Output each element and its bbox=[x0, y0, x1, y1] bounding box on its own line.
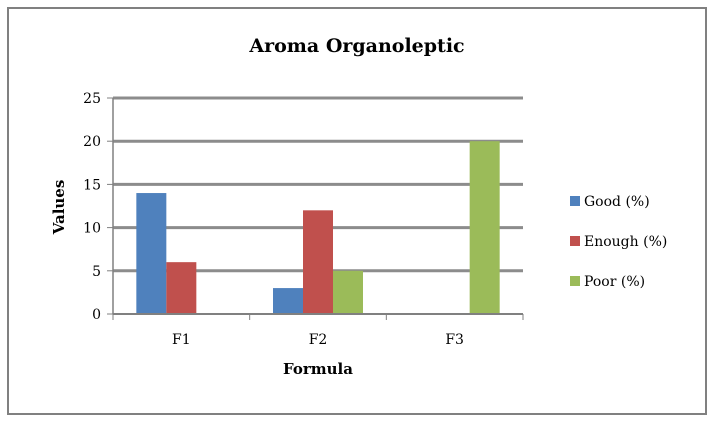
bar-F1-1 bbox=[166, 262, 197, 314]
legend-swatch-2 bbox=[570, 276, 580, 286]
bar-F1-0 bbox=[136, 193, 167, 314]
chart-title: Aroma Organoleptic bbox=[248, 35, 464, 57]
legend-label-1: Enough (%) bbox=[584, 234, 667, 250]
bars bbox=[136, 141, 500, 314]
bar-F2-2 bbox=[333, 270, 363, 314]
x-tick-label-F1: F1 bbox=[172, 332, 191, 348]
legend-swatch-0 bbox=[570, 196, 580, 206]
x-tick-label-F3: F3 bbox=[445, 332, 464, 348]
axes: 0 5 10 15 20 25 F1 F2 F3 bbox=[83, 91, 524, 348]
y-tick-label-25: 25 bbox=[83, 91, 101, 107]
legend-swatch-1 bbox=[570, 236, 580, 246]
legend-label-2: Poor (%) bbox=[584, 274, 645, 290]
bar-F3-2 bbox=[469, 141, 500, 314]
y-tick-label-5: 5 bbox=[92, 264, 101, 280]
legend-label-0: Good (%) bbox=[584, 194, 650, 210]
y-tick-label-15: 15 bbox=[83, 177, 101, 193]
y-tick-label-10: 10 bbox=[83, 221, 101, 237]
x-tick-label-F2: F2 bbox=[309, 332, 328, 348]
y-axis-label: Values bbox=[50, 180, 68, 236]
bar-F2-1 bbox=[303, 210, 333, 314]
y-tick-label-20: 20 bbox=[83, 134, 101, 150]
y-tick-label-0: 0 bbox=[92, 307, 101, 323]
chart-frame bbox=[7, 7, 707, 415]
legend: Good (%) Enough (%) Poor (%) bbox=[570, 194, 667, 290]
x-axis-label: Formula bbox=[283, 360, 353, 378]
bar-F2-0 bbox=[273, 288, 303, 314]
